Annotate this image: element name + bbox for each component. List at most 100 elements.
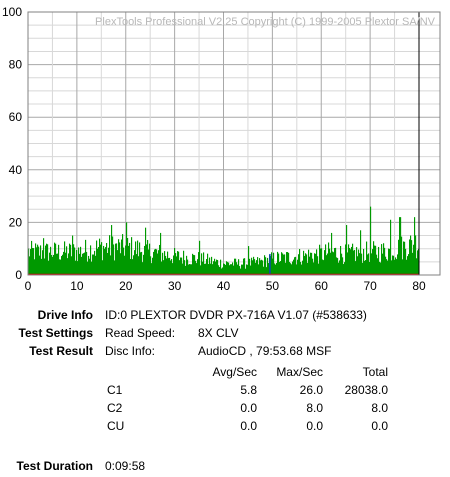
c1-bar — [127, 237, 129, 275]
c1-bar — [110, 255, 112, 275]
c1-bar — [267, 257, 269, 275]
c1-bar — [252, 260, 254, 275]
c1-bar — [73, 244, 75, 275]
c1-bar — [66, 246, 68, 275]
c1-bar — [128, 245, 130, 275]
c1-bar — [186, 255, 188, 275]
c1-bar — [347, 252, 349, 275]
x-tick-label: 40 — [217, 279, 231, 293]
c1-bar — [339, 260, 341, 275]
c1-bar — [342, 257, 344, 275]
c1-bar — [375, 245, 377, 275]
c1-bar — [200, 265, 202, 275]
c1-bar — [100, 244, 102, 275]
c1-bar — [183, 250, 185, 275]
c1-bar — [363, 248, 365, 275]
c1-bar — [216, 259, 218, 275]
c1-bar — [355, 261, 357, 275]
c1-bar — [417, 250, 419, 275]
c1-bar — [404, 241, 406, 275]
c1-bar — [302, 260, 304, 275]
c1-bar — [151, 263, 153, 275]
c1-bar — [125, 245, 127, 275]
c1-bar — [407, 256, 409, 275]
c1-bar — [260, 260, 262, 275]
c1-bar — [405, 248, 407, 275]
c1-bar — [57, 253, 59, 275]
c1-bar — [409, 239, 411, 275]
c1-bar — [59, 259, 61, 275]
c1-bar — [174, 248, 176, 275]
c1-bar — [159, 244, 161, 275]
c1-bar — [249, 258, 251, 275]
x-tick-label: 10 — [70, 279, 84, 293]
c1-bar — [139, 242, 141, 275]
c1-bar — [389, 248, 391, 275]
c1-bar — [257, 257, 259, 275]
c1-bar — [411, 240, 413, 275]
c1-bar — [293, 259, 295, 275]
c1-bar — [201, 253, 203, 275]
c1-bar — [356, 247, 358, 275]
c1-bar — [32, 247, 34, 275]
c1-bar — [162, 252, 164, 275]
c1-bar — [44, 258, 46, 275]
c1-bar — [40, 245, 42, 275]
x-tick-label: 20 — [119, 279, 133, 293]
c1-bar — [338, 262, 340, 275]
c1-bar — [112, 236, 114, 275]
c1-bar — [171, 259, 173, 275]
c1-bar — [204, 263, 206, 275]
c1-bar — [48, 260, 50, 275]
c1-bar — [176, 256, 178, 275]
c1-bar — [377, 258, 379, 275]
c1-bar — [163, 260, 165, 275]
c1-bar — [305, 253, 307, 275]
c1-bar — [98, 247, 100, 275]
row-avg: 0.0 — [240, 419, 257, 433]
c1-bar — [240, 268, 242, 275]
c1-bar — [304, 255, 306, 275]
c1-bar — [294, 257, 296, 275]
c1-bar — [262, 260, 264, 275]
c1-bar — [90, 245, 92, 275]
plot-frame — [27, 11, 441, 276]
c1-bar — [343, 264, 345, 275]
c1-bar — [244, 258, 246, 275]
c1-bar — [381, 244, 383, 275]
disc-info-label: Disc Info: — [105, 344, 156, 358]
c1-bar — [373, 241, 375, 275]
c1-bar — [247, 264, 249, 275]
c1-bar — [261, 259, 263, 275]
row-name: CU — [107, 419, 125, 433]
c1-bar — [367, 254, 369, 275]
c1-bar — [394, 259, 396, 275]
c1-bar — [327, 253, 329, 275]
c1-bar — [84, 252, 86, 275]
c1-bar — [308, 249, 310, 275]
c1-bars — [28, 206, 420, 275]
c1-bar — [76, 249, 78, 275]
c1-bar — [379, 261, 381, 275]
c1-bar — [259, 258, 261, 275]
c1-bar — [358, 249, 360, 275]
c1-bar — [412, 252, 414, 275]
c1-bar — [198, 252, 200, 275]
c1-bar — [255, 262, 257, 275]
c1-bar — [229, 265, 231, 275]
c1-bar — [413, 244, 415, 275]
c1-bar — [362, 262, 364, 275]
c1-bar — [108, 247, 110, 275]
c1-bar — [321, 248, 323, 275]
row-total: 8.0 — [371, 401, 388, 415]
c1-bar — [138, 256, 140, 275]
c1-bar — [286, 252, 288, 275]
c1-bar — [239, 266, 241, 275]
c1-bar — [345, 244, 347, 275]
c1-bar — [187, 259, 189, 275]
c1-bar — [99, 238, 101, 275]
c1-bar — [54, 242, 56, 275]
c1-bar — [33, 248, 35, 275]
c1-bar — [213, 261, 215, 275]
c1-bar — [178, 251, 180, 275]
